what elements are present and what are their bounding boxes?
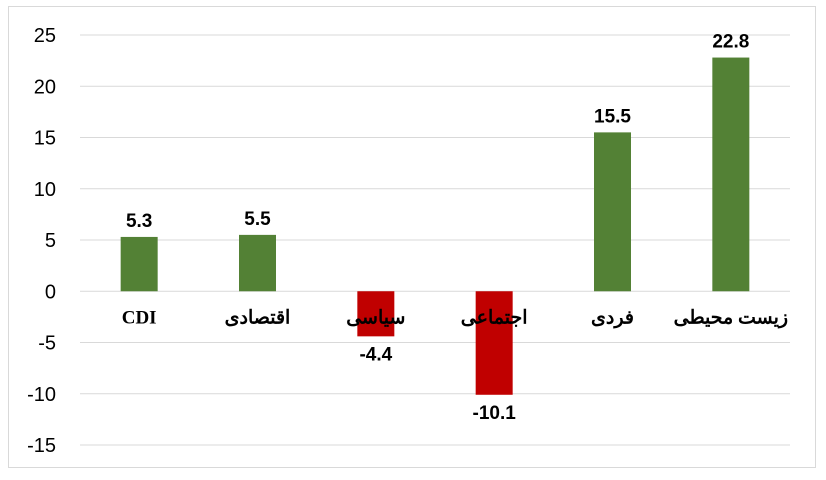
bars (120, 57, 750, 395)
category-label: سیاسی (346, 307, 405, 328)
bar (475, 291, 513, 395)
data-label: 5.5 (244, 209, 271, 230)
data-label: 15.5 (594, 106, 631, 127)
category-label: فردی (591, 307, 634, 328)
y-tick-label: 10 (34, 179, 56, 201)
bar (594, 132, 631, 292)
category-label: اقتصادی (225, 307, 291, 328)
bar (120, 236, 158, 292)
y-tick-label: 20 (34, 76, 56, 98)
category-label: اجتماعی (461, 307, 528, 328)
y-tick-label: 25 (34, 25, 56, 47)
data-label: -4.4 (359, 344, 392, 365)
category-labels: CDI اقتصادی سیاسی اجتماعی فردی زیست محیطی (122, 307, 788, 328)
y-tick-label: 5 (45, 230, 56, 252)
category-label: CDI (122, 307, 157, 328)
data-label: 22.8 (712, 32, 749, 53)
gridlines (80, 34, 790, 446)
y-tick-label: -10 (27, 384, 56, 406)
y-tick-label: -5 (38, 333, 56, 355)
bar (357, 291, 395, 337)
y-axis-ticks: 25 20 15 10 5 0 -5 -10 -15 (27, 25, 56, 457)
bar (239, 234, 276, 292)
data-labels: 5.3 5.5 -4.4 -10.1 15.5 22.8 (126, 32, 749, 424)
y-tick-label: -15 (27, 435, 56, 457)
y-tick-label: 0 (45, 281, 56, 303)
bar (712, 57, 750, 292)
y-tick-label: 15 (34, 128, 56, 150)
data-label: -10.1 (473, 403, 517, 424)
category-label: زیست محیطی (674, 307, 788, 328)
data-label: 5.3 (126, 211, 152, 232)
